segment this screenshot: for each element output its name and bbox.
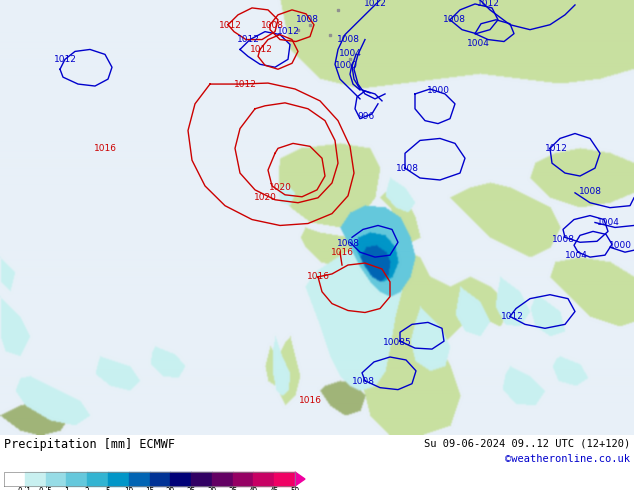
Text: 1008: 1008: [578, 187, 602, 196]
Text: 1012: 1012: [250, 45, 273, 54]
Text: 1008: 1008: [396, 164, 418, 172]
Text: 1012: 1012: [363, 0, 387, 8]
Text: 1016: 1016: [330, 247, 354, 257]
Text: 1: 1: [64, 487, 68, 490]
Text: 1000: 1000: [427, 86, 450, 96]
Text: 45: 45: [269, 487, 279, 490]
Text: 15: 15: [145, 487, 154, 490]
Text: 2: 2: [85, 487, 89, 490]
Text: 1012: 1012: [501, 312, 524, 321]
Text: 10: 10: [124, 487, 133, 490]
Text: 40: 40: [249, 487, 258, 490]
Text: 1008: 1008: [295, 15, 318, 24]
Text: 25: 25: [186, 487, 196, 490]
Polygon shape: [295, 472, 305, 486]
Text: 5: 5: [106, 487, 110, 490]
Text: 1012: 1012: [233, 79, 256, 89]
Text: 1004: 1004: [597, 218, 619, 227]
Text: 0.5: 0.5: [39, 487, 53, 490]
Text: ©weatheronline.co.uk: ©weatheronline.co.uk: [505, 454, 630, 464]
Text: 1008: 1008: [443, 15, 465, 24]
Text: 1020: 1020: [254, 193, 276, 202]
Text: 1008: 1008: [337, 239, 359, 248]
Text: 50: 50: [290, 487, 300, 490]
Text: 1008: 1008: [552, 235, 574, 244]
Text: 1012: 1012: [219, 21, 242, 30]
Text: 1012: 1012: [545, 144, 567, 153]
Text: 1012: 1012: [236, 35, 259, 44]
Text: 1008: 1008: [337, 35, 359, 44]
Text: 1008: 1008: [261, 21, 283, 30]
Text: 1004: 1004: [339, 49, 361, 58]
Text: 1004: 1004: [564, 251, 588, 260]
Text: Precipitation [mm] ECMWF: Precipitation [mm] ECMWF: [4, 438, 175, 451]
Text: 1016: 1016: [93, 144, 117, 153]
Text: 35: 35: [228, 487, 237, 490]
Text: 996: 996: [358, 112, 375, 121]
Text: 1012: 1012: [276, 27, 299, 36]
Text: 10085: 10085: [383, 338, 411, 346]
Text: 1020: 1020: [269, 183, 292, 193]
Text: 1000: 1000: [609, 241, 631, 250]
Text: Su 09-06-2024 09..12 UTC (12+120): Su 09-06-2024 09..12 UTC (12+120): [424, 438, 630, 448]
Text: 1004: 1004: [467, 39, 489, 48]
Text: 20: 20: [165, 487, 175, 490]
Text: 1016: 1016: [299, 396, 321, 405]
Text: 0.1: 0.1: [18, 487, 32, 490]
Text: 1000: 1000: [335, 61, 358, 70]
Text: 1012: 1012: [477, 0, 500, 8]
Text: 1012: 1012: [53, 55, 77, 64]
Text: 1016: 1016: [306, 272, 330, 281]
Text: 30: 30: [207, 487, 216, 490]
Text: 1008: 1008: [351, 377, 375, 386]
